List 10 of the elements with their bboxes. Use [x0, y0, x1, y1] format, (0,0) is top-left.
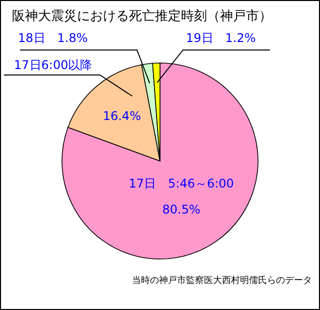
data-label: 1.8%	[57, 31, 88, 45]
text: 当時の神戸市監察医大西村明儒氏らのデータ	[132, 275, 312, 286]
slice-label: 17日 5:46～6:00	[128, 176, 234, 191]
data-label: 1.2%	[225, 31, 256, 45]
data-label: 16.4%	[102, 109, 141, 124]
chart-title: 阪神大震災における死亡推定時刻（神戸市）	[12, 8, 272, 24]
slice-label: 19日	[186, 31, 214, 45]
slice-label: 18日	[18, 31, 46, 45]
data-label: 80.5%	[162, 202, 200, 217]
slice-label: 17日6:00以降	[14, 58, 92, 72]
